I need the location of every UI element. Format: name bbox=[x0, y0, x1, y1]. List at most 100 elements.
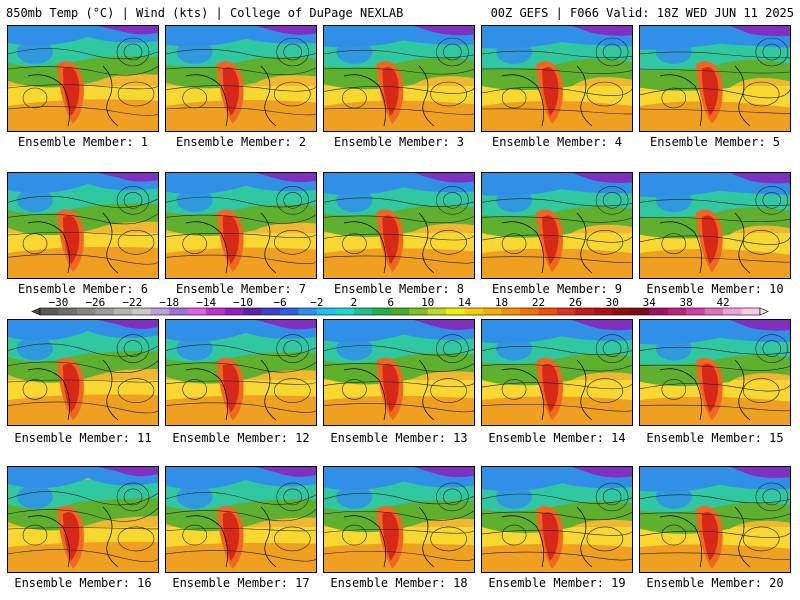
colorbar-swatch bbox=[686, 308, 705, 315]
colorbar-swatch bbox=[483, 308, 502, 315]
colorbar-tick-label: 42 bbox=[716, 298, 729, 309]
colorbar-tick-label: 26 bbox=[569, 298, 582, 309]
ensemble-member-label: Ensemble Member: 7 bbox=[175, 282, 307, 296]
colorbar-swatch bbox=[593, 308, 613, 315]
colorbar-swatch bbox=[390, 308, 410, 315]
ensemble-member-label: Ensemble Member: 11 bbox=[14, 431, 152, 445]
colorbar-swatch bbox=[575, 308, 595, 315]
ensemble-member-label: Ensemble Member: 5 bbox=[649, 135, 781, 149]
colorbar-swatch bbox=[501, 308, 521, 315]
ensemble-member-label: Ensemble Member: 16 bbox=[14, 576, 152, 590]
colorbar-swatch bbox=[261, 308, 281, 315]
ensemble-member-label: Ensemble Member: 8 bbox=[333, 282, 465, 296]
colorbar-swatch bbox=[741, 308, 761, 315]
colorbar-tick-label: 10 bbox=[421, 298, 434, 309]
colorbar-tick-label: 38 bbox=[680, 298, 693, 309]
colorbar-swatch bbox=[224, 308, 244, 315]
colorbar-swatch bbox=[243, 308, 262, 315]
colorbar-swatch bbox=[335, 308, 355, 315]
colorbar-arrow-right bbox=[759, 307, 769, 316]
colorbar-swatch bbox=[667, 308, 687, 315]
ensemble-member-map bbox=[639, 25, 791, 132]
colorbar-tick-label: −2 bbox=[310, 298, 323, 309]
colorbar-tick-label: 6 bbox=[387, 298, 394, 309]
colorbar-swatch bbox=[427, 308, 447, 315]
colorbar-swatch bbox=[316, 308, 336, 315]
colorbar-tick-label: 22 bbox=[532, 298, 545, 309]
ensemble-member-map bbox=[7, 466, 159, 573]
colorbar-swatch bbox=[353, 308, 373, 315]
ensemble-member-map bbox=[165, 466, 317, 573]
colorbar-swatch bbox=[538, 308, 558, 315]
colorbar-swatch bbox=[58, 308, 78, 315]
colorbar-swatch bbox=[372, 308, 392, 315]
colorbar-tick-label: 30 bbox=[606, 298, 619, 309]
colorbar-swatch bbox=[630, 308, 650, 315]
colorbar-tick-label: 18 bbox=[495, 298, 508, 309]
ensemble-member-label: Ensemble Member: 9 bbox=[491, 282, 623, 296]
ensemble-member-map bbox=[323, 466, 475, 573]
ensemble-member-label: Ensemble Member: 2 bbox=[175, 135, 307, 149]
ensemble-member-map bbox=[481, 25, 633, 132]
valid-time: 00Z GEFS | F066 Valid: 18Z WED JUN 11 20… bbox=[490, 6, 794, 20]
ensemble-member-label: Ensemble Member: 6 bbox=[17, 282, 149, 296]
colorbar-tick-label: 34 bbox=[643, 298, 657, 309]
colorbar-tick-label: 14 bbox=[458, 298, 472, 309]
colorbar-swatch bbox=[40, 308, 59, 315]
temperature-colorbar: −30 −26 −22 −18 −14 −10 −6 −2 2 6 10 14 18 22 26 30 34 38… bbox=[31, 298, 769, 316]
ensemble-member-label: Ensemble Member: 19 bbox=[488, 576, 626, 590]
ensemble-member-label: Ensemble Member: 3 bbox=[333, 135, 465, 149]
colorbar-swatch bbox=[187, 308, 207, 315]
colorbar-swatch bbox=[298, 308, 318, 315]
ensemble-member-map bbox=[7, 25, 159, 132]
colorbar-swatch bbox=[169, 308, 188, 315]
ensemble-member-label: Ensemble Member: 4 bbox=[491, 135, 623, 149]
ensemble-member-label: Ensemble Member: 14 bbox=[488, 431, 626, 445]
ensemble-member-map bbox=[639, 319, 791, 426]
colorbar-swatch bbox=[206, 308, 225, 315]
colorbar-tick-label: −26 bbox=[85, 298, 105, 309]
colorbar-swatch bbox=[556, 308, 576, 315]
colorbar-swatch bbox=[150, 308, 170, 315]
ensemble-member-label: Ensemble Member: 12 bbox=[172, 431, 310, 445]
ensemble-member-map bbox=[165, 25, 317, 132]
map-title: 850mb Temp (°C) | Wind (kts) | College o… bbox=[6, 6, 404, 20]
colorbar-tick-label: −10 bbox=[233, 298, 253, 309]
colorbar-swatch bbox=[464, 308, 484, 315]
colorbar-tick-label: −22 bbox=[122, 298, 142, 309]
ensemble-member-map bbox=[481, 466, 633, 573]
ensemble-member-map bbox=[7, 172, 159, 279]
colorbar-swatch bbox=[113, 308, 133, 315]
colorbar-swatch bbox=[95, 308, 115, 315]
colorbar-swatch bbox=[649, 308, 668, 315]
ensemble-member-map bbox=[481, 172, 633, 279]
colorbar-swatch bbox=[409, 308, 428, 315]
colorbar-tick-label: −6 bbox=[273, 298, 286, 309]
ensemble-member-map bbox=[639, 466, 791, 573]
colorbar-tick-label: −14 bbox=[196, 298, 216, 309]
ensemble-member-map bbox=[323, 172, 475, 279]
ensemble-member-label: Ensemble Member: 18 bbox=[330, 576, 468, 590]
colorbar-swatch bbox=[132, 308, 152, 315]
ensemble-member-map bbox=[639, 172, 791, 279]
colorbar-swatch bbox=[723, 308, 742, 315]
ensemble-member-label: Ensemble Member: 15 bbox=[646, 431, 784, 445]
colorbar-swatch bbox=[520, 308, 539, 315]
ensemble-member-label: Ensemble Member: 10 bbox=[646, 282, 784, 296]
colorbar-swatch bbox=[446, 308, 465, 315]
colorbar-swatch bbox=[76, 308, 96, 315]
colorbar-swatch bbox=[612, 308, 632, 315]
colorbar-tick-label: −30 bbox=[49, 298, 69, 309]
ensemble-member-map bbox=[7, 319, 159, 426]
colorbar-swatch bbox=[704, 308, 724, 315]
ensemble-member-label: Ensemble Member: 1 bbox=[17, 135, 149, 149]
colorbar-swatch bbox=[280, 308, 299, 315]
ensemble-member-map bbox=[323, 25, 475, 132]
ensemble-member-label: Ensemble Member: 13 bbox=[330, 431, 468, 445]
colorbar-tick-label: −18 bbox=[159, 298, 179, 309]
ensemble-member-label: Ensemble Member: 17 bbox=[172, 576, 310, 590]
ensemble-member-label: Ensemble Member: 20 bbox=[646, 576, 784, 590]
ensemble-member-map bbox=[165, 319, 317, 426]
ensemble-member-map bbox=[165, 172, 317, 279]
colorbar-arrow-left bbox=[31, 307, 41, 316]
